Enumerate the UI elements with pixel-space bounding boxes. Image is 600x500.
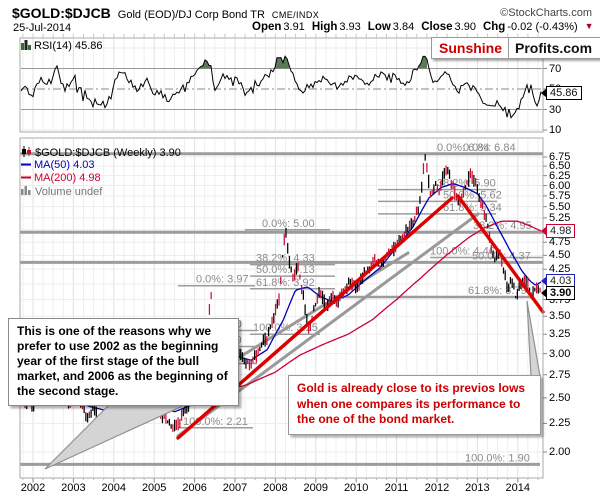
rsi-value-tag: 45.86	[541, 86, 582, 101]
x-axis-year-label: 2010	[343, 482, 369, 494]
x-axis-year-label: 2006	[182, 482, 207, 494]
y-axis-tick-label: 6.00	[549, 179, 571, 192]
y-axis-tick-label: 2.75	[549, 368, 571, 381]
ticker-description: Gold (EOD)/DJ Corp Bond TR	[117, 9, 265, 21]
fib-retracement-label: 61.8%: 3.92	[256, 277, 315, 289]
fib-retracement-label: 0.0%: 5.00	[262, 218, 315, 230]
y-axis-tick-label: 5.75	[549, 189, 571, 202]
ma200-value-tag: 4.98	[540, 223, 576, 238]
y-axis-tick-label: 6.25	[549, 169, 571, 182]
volume-bars-icon	[21, 185, 32, 198]
y-axis-tick-label: 2.50	[549, 391, 571, 404]
x-axis-year-label: 2014	[505, 482, 531, 494]
annotation-box-gold-lows: Gold is already close to its previos low…	[288, 375, 541, 435]
change-down-arrow-icon: ▼	[584, 21, 594, 31]
line-icon	[21, 172, 31, 184]
y-axis-tick-label: 3.00	[549, 347, 571, 360]
chart-header: $GOLD:$DJCB Gold (EOD)/DJ Corp Bond TR C…	[12, 5, 319, 21]
last-price-tag: 3.90	[540, 286, 576, 301]
x-axis-year-label: 2003	[61, 482, 86, 494]
quote-value: 3.90	[454, 21, 476, 33]
legend-volume: Volume undef	[21, 185, 102, 198]
candlestick-icon	[21, 146, 32, 160]
quote-label: Low	[367, 21, 391, 33]
y-axis-tick-label: 5.25	[549, 211, 571, 224]
legend-ma200-label: MA(200) 4.98	[34, 172, 101, 184]
legend-ma50: MA(50) 4.03	[21, 159, 95, 171]
ma50-value-tag: 4.03	[540, 274, 576, 289]
fib-retracement-label: 100.0%: 4.46	[430, 245, 495, 257]
quote-value: -0.02 (-0.43%)	[507, 21, 578, 33]
rsi-legend: RSI(14) 45.86	[21, 39, 102, 53]
quote-label: High	[311, 21, 338, 33]
logo-text-profits: Profits.com	[515, 39, 593, 56]
y-axis-tick-label: 6.75	[549, 151, 571, 163]
quote-label: Chg	[482, 21, 506, 33]
logo-text-sunshine: Sunshine	[439, 39, 503, 56]
fib-retracement-label: 100.0%: 1.90	[465, 452, 530, 464]
y-axis-tick-label: 3.25	[549, 328, 571, 341]
x-axis-year-label: 2011	[384, 482, 409, 494]
fib-retracement-label: 0.0%: 6.84	[463, 142, 516, 154]
x-axis-year-label: 2009	[303, 482, 329, 494]
quote-label: Close	[421, 21, 453, 33]
x-axis-year-label: 2013	[465, 482, 490, 494]
y-axis-tick-label: 2.00	[549, 445, 571, 458]
rsi-axis-tick-label: 70	[549, 62, 562, 75]
y-axis-tick-label: 4.50	[549, 249, 571, 262]
sunshine-profits-logo: Sunshine Profits.com	[431, 37, 600, 59]
x-axis-year-label: 2004	[101, 482, 127, 494]
legend-volume-label: Volume undef	[35, 185, 103, 198]
x-axis-year-label: 2012	[424, 482, 450, 494]
legend-ma50-label: MA(50) 4.03	[34, 159, 95, 171]
legend-price-label: $GOLD:$DJCB (Weekly) 3.90	[35, 147, 181, 159]
rsi-indicator-icon	[21, 39, 31, 53]
y-axis-tick-label: 3.50	[549, 310, 571, 323]
x-axis-year-label: 2007	[222, 482, 248, 494]
chart-date: 25-Jul-2014	[13, 22, 72, 34]
fib-retracement-label: 0.0%: 6.84	[437, 142, 490, 154]
legend-ma200: MA(200) 4.98	[21, 172, 101, 184]
y-axis-tick-label: 5.50	[549, 200, 571, 213]
quote-label: Open	[252, 21, 282, 33]
y-axis-tick-label: 4.75	[549, 236, 571, 249]
logo-divider	[508, 38, 510, 58]
ticker-symbol: $GOLD:$DJCB	[12, 5, 111, 21]
fib-retracement-label: 0.0%: 3.97	[196, 274, 249, 286]
fib-retracement-label: 38.2%: 4.95	[473, 220, 532, 232]
quote-value: 3.84	[392, 21, 415, 33]
x-axis-year-label: 2008	[263, 482, 288, 494]
quote-value: 3.93	[339, 21, 361, 33]
x-axis-year-label: 2002	[20, 482, 46, 494]
y-axis-tick-label: 6.50	[549, 160, 571, 173]
annotation-box-2002-2006: This is one of the reasons why we prefer…	[8, 318, 239, 406]
line-icon	[21, 159, 31, 171]
rsi-legend-label: RSI(14) 45.86	[34, 40, 103, 52]
y-axis-tick-label: 2.25	[549, 417, 571, 430]
rsi-axis-tick-label: 30	[549, 103, 562, 116]
fib-retracement-label: 61.8%: 5.34	[443, 202, 502, 214]
exchange-label: CME/INDX	[271, 10, 320, 20]
fib-retracement-label: 50.0%: 4.13	[256, 264, 315, 276]
x-axis-year-label: 2005	[141, 482, 167, 494]
legend-price: $GOLD:$DJCB (Weekly) 3.90	[21, 146, 181, 160]
ohlc-quote-row: Open 3.91 High 3.93 Low 3.84 Close 3.90 Chg -0.02…	[252, 21, 594, 33]
rsi-axis-tick-label: 10	[549, 124, 562, 136]
quote-value: 3.91	[283, 21, 305, 33]
stockcharts-copyright: ©StockCharts.com	[500, 7, 592, 19]
fib-retracement-label: 38.2%: 4.33	[256, 253, 315, 265]
y-axis-tick-label: 4.25	[549, 263, 571, 276]
